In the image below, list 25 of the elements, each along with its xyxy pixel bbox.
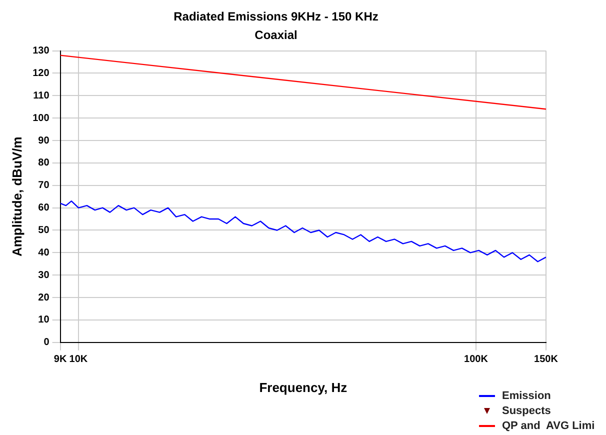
chart-subtitle: Coaxial: [254, 28, 298, 42]
y-tick-label: 40: [38, 247, 50, 258]
y-tick-label: 120: [32, 68, 50, 79]
y-tick-label: 90: [38, 135, 50, 146]
y-tick-label: 110: [33, 90, 50, 102]
y-tick-label: 10: [38, 314, 50, 326]
x-tick-label: 9K: [54, 354, 68, 366]
legend-label: Emission: [502, 390, 551, 402]
y-tick-label: 20: [38, 292, 50, 304]
y-tick-label: 80: [38, 158, 50, 169]
y-tick-label: 0: [44, 337, 50, 348]
y-axis-title: Amplitude, dBuV/m: [9, 136, 24, 257]
x-tick-label: 150K: [534, 354, 559, 366]
y-tick-label: 30: [38, 270, 50, 281]
chart-title: Radiated Emissions 9KHz - 150 KHz: [174, 10, 378, 24]
y-tick-label: 70: [38, 180, 50, 192]
legend-label: QP and AVG Limi: [502, 420, 595, 432]
y-tick-label: 60: [38, 202, 50, 214]
y-tick-label: 100: [32, 112, 50, 124]
x-tick-label: 10K: [69, 354, 88, 366]
legend-label: Suspects: [502, 404, 551, 416]
y-tick-label: 50: [38, 224, 50, 236]
y-tick-label: 130: [32, 46, 50, 57]
x-axis-title: Frequency, Hz: [259, 380, 348, 395]
x-tick-label: 100K: [464, 354, 489, 366]
